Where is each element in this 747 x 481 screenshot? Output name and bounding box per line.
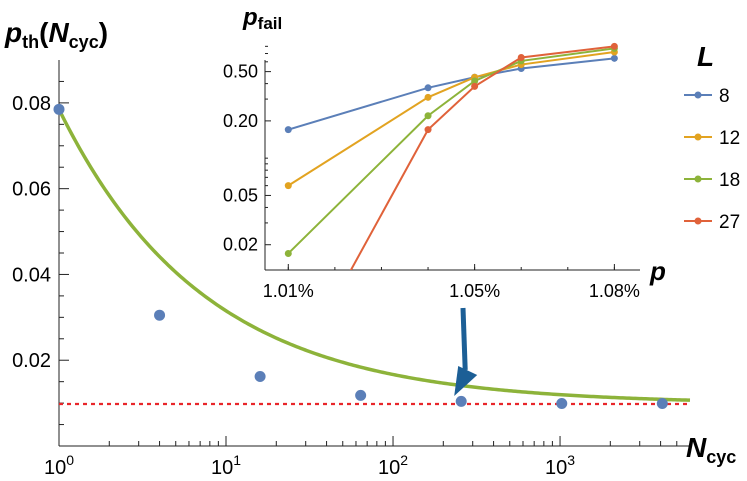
- data-point: [53, 103, 65, 115]
- inset-y-tick-label: 0.50: [223, 62, 258, 82]
- legend: L8 12 18 27: [684, 41, 740, 233]
- ylabel-sub: th: [22, 32, 39, 52]
- data-point: [656, 398, 668, 410]
- inset-point: [284, 182, 292, 190]
- main-axes: 100 101 102 1030.020.040.060.08pth(Ncyc)Ncy…: [4, 17, 736, 479]
- legend-swatch-marker: [694, 217, 702, 225]
- inset-series-line: [349, 45, 615, 270]
- fit-curve: [57, 108, 691, 402]
- inset-x-axis-title: p: [649, 256, 666, 286]
- inset-x-tick-label: 1.01%: [263, 281, 314, 301]
- inset-x-tick-label: 1.08%: [589, 281, 640, 301]
- x-tick-exponent: 3: [567, 452, 575, 468]
- x-tick-base: 10: [378, 457, 400, 479]
- x-tick-base: 10: [545, 457, 567, 479]
- x-tick-label: 101: [211, 452, 241, 479]
- inset-ylabel-sub: fail: [258, 14, 283, 33]
- legend-label: 27: [719, 212, 740, 233]
- y-tick-label: 0.02: [12, 350, 51, 372]
- ylabel-paren-close: ): [99, 17, 108, 48]
- inset-y-axis-title: pfail: [242, 4, 282, 33]
- main-x-axis-title: Ncyc: [686, 432, 736, 467]
- legend-label: 12: [719, 128, 740, 149]
- inset-point: [610, 42, 618, 50]
- inset-series-8: [284, 54, 618, 134]
- x-tick-exponent: 0: [66, 452, 74, 468]
- ylabel-arg-sub: cyc: [69, 32, 99, 52]
- inset-point: [610, 54, 618, 62]
- points-layer: [53, 103, 668, 410]
- inset-series-27: [349, 42, 618, 270]
- main-chart: 100 101 102 1030.020.040.060.08pth(Ncyc)Ncy…: [4, 17, 736, 479]
- inset-y-tick-label: 0.02: [223, 235, 258, 255]
- data-point: [355, 389, 367, 401]
- data-point: [455, 395, 467, 407]
- x-tick-label: 100: [44, 452, 74, 479]
- inset-point: [284, 126, 292, 134]
- x-tick-exponent: 1: [233, 452, 241, 468]
- legend-title: L: [697, 41, 714, 72]
- x-tick-label: 102: [378, 452, 408, 479]
- fit-layer: [57, 108, 691, 402]
- inset-point: [284, 249, 292, 257]
- legend-swatch-marker: [694, 175, 702, 183]
- legend-label: 18: [719, 170, 740, 191]
- arrow-head: [454, 366, 478, 396]
- inset-series-18: [284, 44, 618, 257]
- legend-swatch-marker: [694, 91, 702, 99]
- arrow-shaft: [460, 307, 468, 371]
- main-y-axis-title: pth(Ncyc): [4, 17, 108, 52]
- x-tick-exponent: 2: [400, 452, 408, 468]
- inset-point: [424, 84, 432, 92]
- y-tick-label: 0.08: [12, 93, 51, 115]
- inset-series-12: [284, 48, 618, 190]
- inset-point: [471, 77, 479, 85]
- ylabel-paren-open: (: [39, 17, 49, 48]
- ylabel-arg-base: N: [48, 17, 69, 48]
- xlabel-sub: cyc: [706, 447, 736, 467]
- inset-x-tick-label: 1.05%: [449, 281, 500, 301]
- legend-swatch-marker: [694, 133, 702, 141]
- y-tick-label: 0.04: [12, 264, 51, 286]
- inset-point: [424, 93, 432, 101]
- y-tick-label: 0.06: [12, 179, 51, 201]
- inset-series-line: [288, 57, 615, 131]
- inset-point: [517, 54, 525, 62]
- inset-series-line: [287, 51, 615, 187]
- inset-ylabel-base: p: [242, 4, 258, 31]
- data-point: [556, 398, 568, 410]
- data-point: [154, 309, 166, 321]
- inset-lines-layer: [284, 42, 618, 270]
- inset-point: [471, 82, 479, 90]
- x-tick-base: 10: [44, 457, 66, 479]
- inset-point: [424, 112, 432, 120]
- inset-y-tick-label: 0.20: [223, 111, 258, 131]
- inset-y-tick-label: 0.05: [223, 185, 258, 205]
- data-point: [254, 371, 266, 383]
- inset-point: [424, 126, 432, 134]
- legend-label: 8: [719, 86, 730, 107]
- xlabel-base: N: [686, 432, 707, 463]
- arrow-layer: [454, 307, 478, 396]
- x-tick-label: 103: [545, 452, 575, 479]
- inset-series-line: [287, 47, 615, 255]
- x-tick-base: 10: [211, 457, 233, 479]
- ylabel-base: p: [4, 17, 22, 48]
